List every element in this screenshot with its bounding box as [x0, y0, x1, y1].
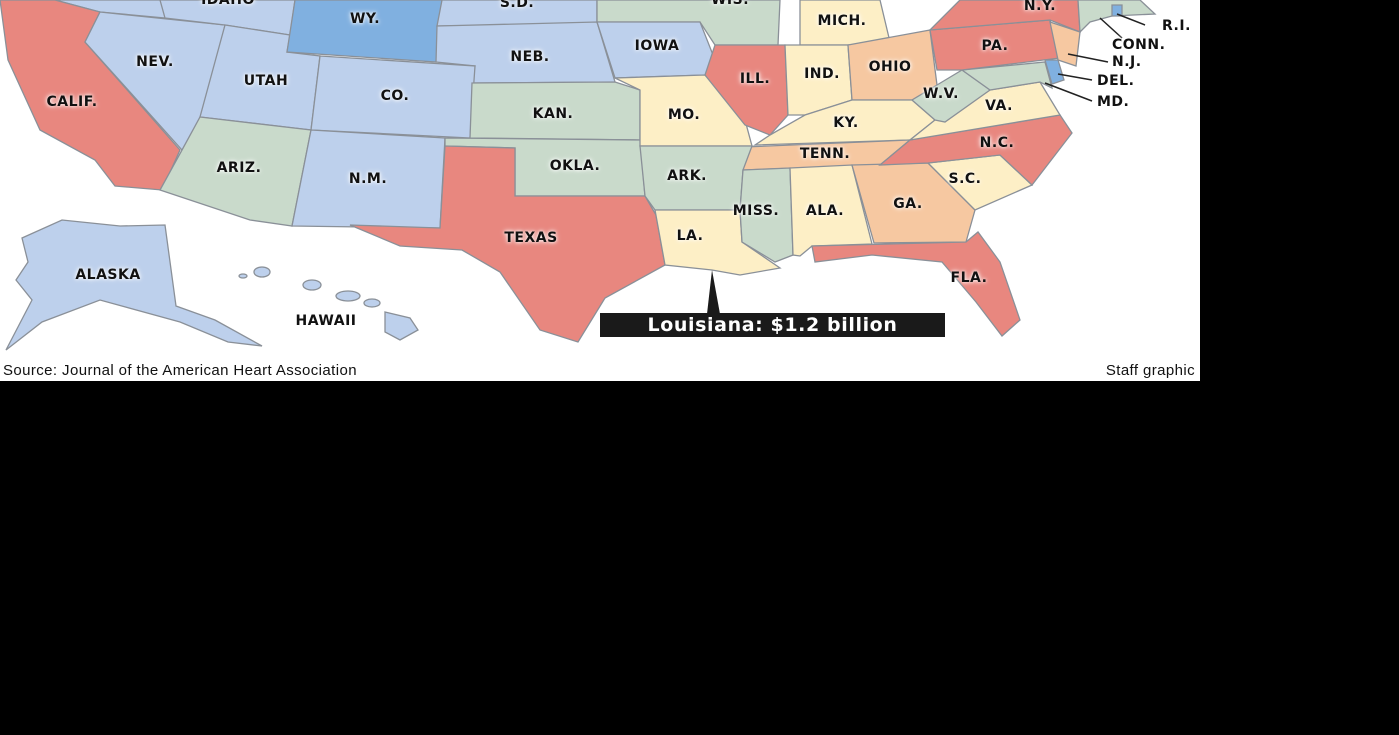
label-mich: MICH.: [817, 13, 867, 29]
label-conn: CONN.: [1112, 37, 1166, 53]
source-text: Source: Journal of the American Heart As…: [3, 362, 357, 379]
label-texas: TEXAS: [504, 230, 558, 246]
label-idaho: IDAHO: [201, 0, 255, 8]
label-del: DEL.: [1097, 73, 1135, 89]
label-ri: R.I.: [1162, 18, 1191, 34]
map-shapes: [0, 0, 1157, 351]
label-ark: ARK.: [667, 168, 707, 184]
state-wy: [286, 0, 443, 63]
label-ind: IND.: [804, 66, 840, 82]
label-iowa: IOWA: [634, 38, 680, 54]
label-pa: PA.: [981, 38, 1009, 54]
label-wis: WIS.: [710, 0, 750, 8]
label-ohio: OHIO: [868, 59, 912, 75]
callout-pointer: [707, 270, 720, 314]
label-ala: ALA.: [805, 203, 845, 219]
label-nev: NEV.: [136, 54, 174, 70]
label-ill: ILL.: [739, 71, 771, 87]
label-calif: CALIF.: [46, 94, 98, 110]
label-utah: UTAH: [243, 73, 289, 89]
label-ga: GA.: [893, 196, 923, 212]
label-nj: N.J.: [1112, 54, 1142, 70]
label-md: MD.: [1097, 94, 1130, 110]
label-la: LA.: [676, 228, 704, 244]
label-wv: W.V.: [923, 86, 959, 102]
label-wy: WY.: [349, 11, 381, 27]
state-fla: [811, 231, 1021, 337]
state-hawaii: [238, 266, 419, 341]
leader-lines: [1044, 13, 1146, 102]
label-kan: KAN.: [532, 106, 574, 122]
label-sd: S.D.: [499, 0, 535, 11]
label-nm: N.M.: [348, 171, 388, 187]
label-hawaii: HAWAII: [295, 313, 357, 329]
label-fla: FLA.: [950, 270, 988, 286]
state-alaska: [5, 219, 263, 351]
state-md: [960, 61, 1054, 91]
label-alaska: ALASKA: [75, 267, 141, 283]
label-ariz: ARIZ.: [216, 160, 262, 176]
label-okla: OKLA.: [549, 158, 601, 174]
label-nc: N.C.: [979, 135, 1015, 151]
state-ny: [928, 0, 1081, 33]
label-miss: MISS.: [732, 203, 780, 219]
us-map: IDAHO WY. S.D. WIS. N.Y. MICH. R.I. CONN. N.J. DE…: [0, 0, 1200, 381]
label-ky: KY.: [833, 115, 859, 131]
label-neb: NEB.: [510, 49, 550, 65]
label-ny: N.Y.: [1023, 0, 1057, 14]
state-texas: [349, 145, 666, 343]
credit-text: Staff graphic: [1105, 362, 1195, 379]
label-mo: MO.: [667, 107, 701, 123]
label-va: VA.: [985, 98, 1013, 114]
label-tenn: TENN.: [799, 146, 851, 162]
louisiana-callout: Louisiana: $1.2 billion: [600, 313, 945, 337]
label-sc: S.C.: [948, 171, 982, 187]
label-co: CO.: [380, 88, 410, 104]
state-del: [1044, 59, 1065, 85]
